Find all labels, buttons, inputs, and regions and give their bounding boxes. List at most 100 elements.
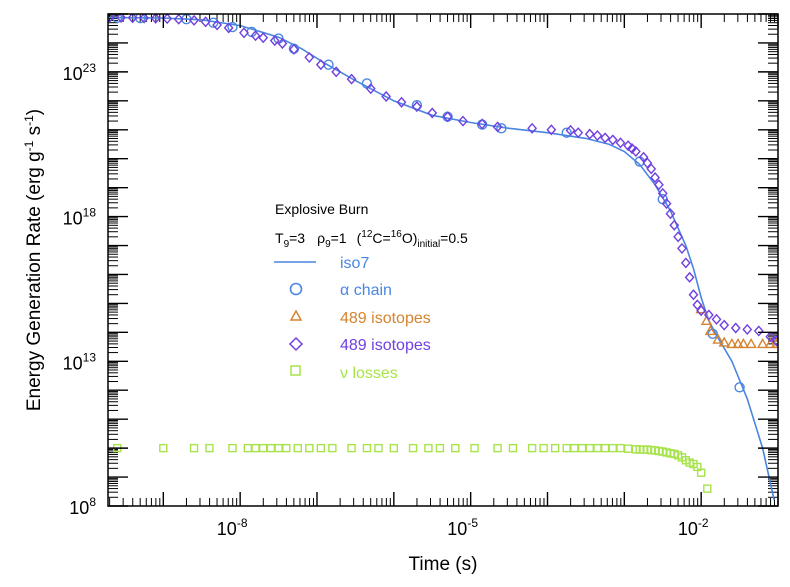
data-point-square <box>703 484 712 493</box>
plot-frame <box>107 13 779 507</box>
data-point-square <box>550 443 560 453</box>
data-point-diamond <box>753 325 764 337</box>
data-point-diamond <box>200 16 211 28</box>
data-point-square <box>527 443 537 453</box>
data-point-square <box>251 443 260 453</box>
data-point-diamond <box>665 208 676 220</box>
data-point-diamond <box>127 14 138 24</box>
x-tick-base: 10 <box>447 519 467 539</box>
y-tick-label: 1013 <box>63 350 97 373</box>
cond-init-val: =0.5 <box>440 230 468 246</box>
series-line-iso7 <box>108 16 775 501</box>
y-axis-label-main: Energy Generation Rate (erg g <box>24 151 45 411</box>
legend-marker-square <box>290 365 301 376</box>
legend-conditions: T9=3 ρ9=1 (12C=16O)initial=0.5 <box>275 229 468 250</box>
alpha-symbol: α <box>340 282 349 299</box>
data-point-square <box>189 443 199 453</box>
data-point-triangle <box>745 338 757 349</box>
data-point-diamond <box>212 19 223 31</box>
y-tick-base: 10 <box>63 64 83 84</box>
data-point-diamond <box>669 219 680 231</box>
data-point-diamond <box>315 59 326 71</box>
minor-ticks <box>108 14 778 506</box>
legend-label-489-diamond: 489 isotopes <box>340 337 431 354</box>
y-tick-label: 108 <box>69 495 96 518</box>
data-point-diamond <box>677 242 687 254</box>
data-point-square <box>328 443 337 453</box>
y-tick-label: 1023 <box>63 61 97 84</box>
x-tick-exp: -2 <box>698 516 709 530</box>
data-point-square <box>316 443 326 453</box>
alpha-rest: chain <box>349 282 392 299</box>
data-point-square <box>600 443 610 453</box>
data-point-diamond <box>492 121 503 133</box>
data-point-diamond <box>573 127 584 139</box>
data-point-square <box>243 443 253 453</box>
data-point-diamond <box>642 157 653 169</box>
data-point-square <box>616 443 625 453</box>
x-axis-label: Time (s) <box>409 554 478 575</box>
y-tick-exp: 13 <box>83 350 97 364</box>
cond-t: T <box>275 230 284 246</box>
data-point-square <box>259 443 268 453</box>
data-point-diamond <box>696 305 707 317</box>
data-point-square <box>274 443 283 453</box>
series-layer <box>108 14 778 501</box>
data-point-diamond <box>116 14 126 24</box>
y-tick-base: 10 <box>69 498 89 518</box>
data-point-diamond <box>173 14 184 25</box>
data-point-diamond <box>346 73 357 85</box>
data-point-square <box>282 443 291 453</box>
data-point-square <box>539 443 548 453</box>
data-point-triangle <box>756 338 769 349</box>
data-point-square <box>585 443 594 453</box>
y-axis-label: Energy Generation Rate (erg g-1 s-1) <box>22 109 45 411</box>
y-tick-base: 10 <box>63 209 83 229</box>
data-point-diamond <box>396 96 407 108</box>
data-point-diamond <box>269 35 280 47</box>
data-point-diamond <box>680 257 691 269</box>
data-point-triangle <box>718 336 730 347</box>
data-point-square <box>374 443 383 453</box>
cond-t-val: =3 <box>289 230 305 246</box>
y-tick-exp: 23 <box>83 61 97 75</box>
data-point-square <box>696 468 706 477</box>
cond-rho-sub: 9 <box>325 239 331 250</box>
legend-marker-diamond <box>288 336 304 352</box>
x-tick-exp: -5 <box>467 516 478 530</box>
data-point-diamond <box>477 118 488 130</box>
data-point-square <box>593 443 602 453</box>
data-point-diamond <box>108 14 115 24</box>
y-axis-label-sup2: -1 <box>22 115 36 126</box>
legend: Explosive Burn T9=3 ρ9=1 (12C=16O)initial=… <box>274 201 468 382</box>
x-tick-label: 10-2 <box>678 516 709 539</box>
data-point-square <box>228 443 237 453</box>
x-tick-label: 10-8 <box>217 516 248 539</box>
data-point-diamond <box>150 14 161 24</box>
data-point-diamond <box>592 129 603 142</box>
data-point-diamond <box>657 187 668 199</box>
data-point-square <box>266 443 276 453</box>
data-point-circle <box>411 99 423 111</box>
plot-area <box>108 14 778 501</box>
data-point-diamond <box>304 51 315 63</box>
data-point-square <box>159 443 168 453</box>
data-point-diamond <box>692 299 703 311</box>
nu-symbol: ν <box>340 365 348 382</box>
data-point-diamond <box>650 171 661 184</box>
data-point-square <box>623 444 633 453</box>
cond-rho-val: =1 <box>331 230 347 246</box>
data-point-square <box>408 443 418 453</box>
x-tick-base: 10 <box>678 519 698 539</box>
data-point-diamond <box>703 309 714 321</box>
x-tick-base: 10 <box>217 519 237 539</box>
data-point-diamond <box>630 145 641 158</box>
data-point-diamond <box>365 83 376 95</box>
data-point-square <box>362 443 372 453</box>
cond-o: O) <box>402 230 418 246</box>
data-point-diamond <box>765 331 776 343</box>
data-point-diamond <box>673 231 684 243</box>
data-point-diamond <box>711 313 722 325</box>
